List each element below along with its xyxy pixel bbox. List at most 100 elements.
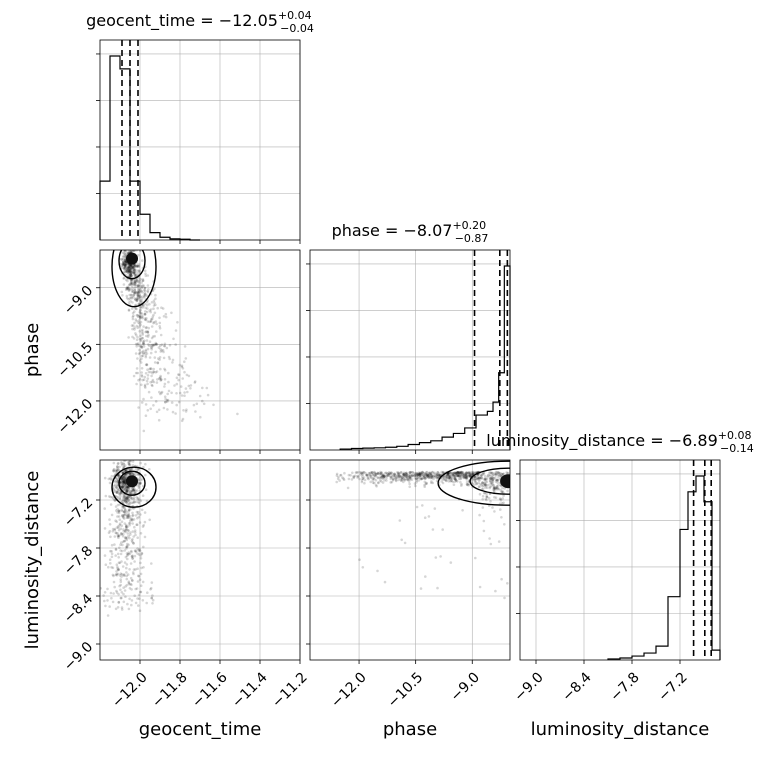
sample-point (457, 471, 461, 475)
contours (437, 460, 510, 506)
sample-point (378, 477, 382, 480)
sample-point (360, 472, 364, 476)
sample-point (485, 494, 488, 498)
sample-point (416, 472, 420, 476)
sample-point (394, 479, 398, 483)
sample-point (178, 363, 181, 367)
sample-point (110, 596, 113, 600)
sample-point (120, 560, 123, 563)
sample-point (122, 481, 126, 485)
sample-point (127, 245, 130, 248)
sample-point (125, 554, 129, 557)
sample-point (142, 304, 145, 308)
sample-point (138, 310, 142, 314)
sample-point (127, 336, 130, 339)
sample-point (408, 472, 412, 476)
sample-point (415, 473, 419, 477)
sample-point (141, 314, 144, 318)
sample-point (119, 494, 122, 498)
sample-point (124, 500, 127, 504)
sample-point (133, 267, 137, 271)
sample-point (137, 289, 140, 292)
sample-point (121, 482, 125, 486)
sample-point (437, 473, 441, 477)
sample-point (401, 478, 404, 481)
sample-point (144, 386, 147, 389)
sample-point (144, 313, 147, 316)
sample-point (482, 529, 486, 533)
sample-point (115, 591, 119, 594)
sample-point (484, 483, 487, 487)
sample-point (110, 552, 114, 556)
sample-point (121, 262, 125, 266)
sample-point (393, 472, 396, 476)
sample-point (158, 356, 162, 359)
sample-point (151, 378, 155, 382)
sample-point (186, 390, 189, 394)
sample-point (116, 468, 119, 472)
sample-point (138, 309, 142, 312)
sample-point (120, 482, 124, 486)
sample-point (125, 497, 129, 501)
sample-point (160, 343, 164, 347)
sample-point (145, 379, 149, 383)
sample-point (120, 258, 123, 262)
sample-point (482, 491, 486, 495)
sample-point (139, 557, 143, 560)
sample-point (423, 475, 426, 479)
sample-point (479, 474, 483, 478)
sample-point (449, 471, 452, 475)
sample-point (356, 474, 359, 478)
sample-point (410, 474, 414, 477)
sample-point (494, 487, 497, 490)
sample-point (335, 472, 339, 476)
sample-point (156, 361, 160, 364)
sample-point (155, 410, 159, 414)
sample-point (119, 480, 122, 483)
sample-point (148, 302, 151, 306)
sample-point (402, 480, 405, 484)
sample-point (148, 468, 151, 471)
sample-point (138, 250, 142, 252)
sample-point (481, 473, 484, 476)
sample-point (420, 477, 423, 481)
sample-point (124, 270, 128, 273)
sample-point (141, 378, 144, 382)
sample-point (133, 531, 137, 534)
sample-point (130, 539, 134, 542)
sample-point (117, 600, 121, 604)
sample-point (138, 314, 142, 318)
sample-point (138, 609, 142, 612)
sample-point (423, 480, 427, 484)
sample-point (129, 246, 132, 249)
sample-point (140, 311, 143, 315)
sample-point (385, 479, 388, 482)
sample-point (444, 474, 448, 478)
sample-point (164, 400, 167, 404)
sample-point (174, 412, 177, 415)
sample-point (129, 472, 133, 476)
sample-point (163, 385, 166, 388)
sample-point (140, 357, 143, 361)
sample-point (365, 473, 369, 477)
sample-point (408, 475, 412, 478)
sample-point (153, 311, 157, 315)
sample-point (132, 268, 136, 272)
sample-point (133, 280, 136, 284)
sample-point (130, 489, 134, 493)
sample-point (202, 402, 206, 406)
sample-point (143, 318, 147, 322)
sample-point (122, 592, 125, 596)
sample-point (454, 472, 458, 475)
sample-point (120, 508, 123, 512)
sample-point (415, 471, 418, 475)
sample-point (132, 488, 136, 492)
sample-point (117, 526, 120, 529)
sample-point (447, 475, 451, 479)
sample-point (114, 519, 117, 522)
sample-point (453, 477, 457, 481)
sample-point (120, 462, 124, 466)
sample-point (126, 265, 130, 269)
sample-point (452, 483, 456, 487)
sample-point (95, 599, 98, 602)
